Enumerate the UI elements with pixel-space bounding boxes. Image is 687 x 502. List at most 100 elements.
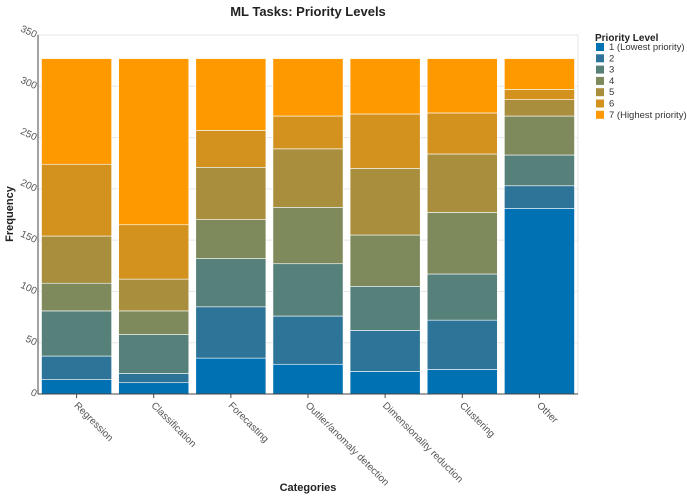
legend-item[interactable]: 3 [596,65,614,76]
legend-swatch [596,76,604,85]
legend-label: 5 [609,87,614,98]
bar-segment[interactable] [349,168,421,236]
bar-stack [426,58,498,395]
bar-segment[interactable] [426,112,498,155]
bar-segment[interactable] [426,58,498,114]
bar-segment[interactable] [426,369,498,395]
bar-segment[interactable] [349,58,421,115]
bar-segment[interactable] [118,334,190,374]
bar-stack [349,58,421,395]
legend-swatch [596,65,604,74]
y-axis-title: Frequency [4,185,16,242]
bar-segment[interactable] [118,310,190,335]
x-tick-label: Other [534,400,560,426]
legend-label: 1 (Lowest priority) [609,42,685,53]
legend-swatch [596,110,604,119]
bar-segment[interactable] [41,379,112,395]
bar-segment[interactable] [349,113,421,169]
legend-item[interactable]: 1 (Lowest priority) [596,42,685,53]
bar-segment[interactable] [426,212,498,275]
bar-stack [195,58,267,395]
bar-stack [504,58,575,395]
bar-segment[interactable] [41,58,112,165]
bar-stack [272,58,344,395]
bar-segment[interactable] [272,263,344,317]
legend: Priority Level 1 (Lowest priority)234567… [595,33,687,121]
bar-segment[interactable] [41,163,112,237]
legend-item[interactable]: 2 [596,53,614,64]
bar-segment[interactable] [195,167,267,220]
bar-segment[interactable] [426,319,498,370]
x-tick-label: Regression [71,400,115,444]
bar-segment[interactable] [504,208,575,395]
legend-label: 2 [609,53,614,64]
y-tick-label: 150 [19,229,39,246]
bar-segment[interactable] [272,363,344,395]
bar-segment[interactable] [118,224,190,280]
bar-stack [118,58,190,395]
y-axis: 0 50 100 150 200 250 300 350 [19,24,39,400]
bar-segment[interactable] [426,273,498,321]
bar-segment[interactable] [195,258,267,308]
bar-stack [41,58,112,395]
chart-title: ML Tasks: Priority Levels [230,4,386,19]
legend-item[interactable]: 5 [596,87,614,98]
bar-segment[interactable] [349,371,421,395]
x-tick-label: Dimensionality reduction [380,400,465,485]
y-tick-label: 200 [19,178,39,195]
legend-label: 6 [609,99,614,110]
bar-segment[interactable] [349,285,421,331]
bar-segment[interactable] [272,207,344,265]
x-tick-label: Forecasting [226,400,271,445]
bar-segment[interactable] [195,58,267,131]
bar-segment[interactable] [349,330,421,372]
bar-segment[interactable] [118,278,190,312]
legend-item[interactable]: 4 [596,76,614,87]
bar-segment[interactable] [349,234,421,287]
bar-segment[interactable] [504,89,575,100]
bar-segment[interactable] [41,282,112,312]
bar-segment[interactable] [195,357,267,395]
bar-segment[interactable] [272,58,344,117]
bar-segment[interactable] [195,130,267,168]
x-tick-label: Outlier/anomaly detection [303,400,391,488]
legend-swatch [596,43,604,51]
x-axis-title: Categories [280,482,337,494]
bar-segment[interactable] [504,58,575,90]
bars [41,58,575,395]
bar-segment[interactable] [195,219,267,259]
x-tick-label: Clustering [457,400,497,440]
y-tick-label: 300 [19,75,39,92]
bar-segment[interactable] [41,235,112,284]
bar-segment[interactable] [504,185,575,209]
bar-segment[interactable] [272,315,344,365]
y-tick-label: 50 [24,334,39,349]
x-tick-label: Classification [149,400,198,449]
bar-segment[interactable] [504,99,575,117]
legend-label: 4 [609,76,614,87]
y-tick-label: 0 [29,387,39,400]
x-axis: Regression Classification Forecasting Outli… [38,393,578,488]
bar-segment[interactable] [504,154,575,187]
bar-segment[interactable] [272,148,344,208]
y-tick-label: 350 [19,24,39,41]
bar-segment[interactable] [118,382,190,395]
legend-swatch [596,54,604,63]
legend-item[interactable]: 6 [596,99,614,110]
bar-segment[interactable] [272,115,344,150]
bar-segment[interactable] [41,355,112,380]
bar-segment[interactable] [426,153,498,213]
bar-segment[interactable] [195,306,267,359]
bar-segment[interactable] [118,58,190,226]
bar-segment[interactable] [504,115,575,156]
legend-label: 3 [609,65,614,76]
legend-swatch [596,99,604,108]
y-tick-label: 250 [19,126,39,143]
legend-item[interactable]: 7 (Highest priority) [596,110,687,121]
y-tick-label: 100 [19,280,39,297]
bar-segment[interactable] [41,310,112,357]
legend-title: Priority Level [595,33,659,44]
bar-segment[interactable] [118,373,190,384]
